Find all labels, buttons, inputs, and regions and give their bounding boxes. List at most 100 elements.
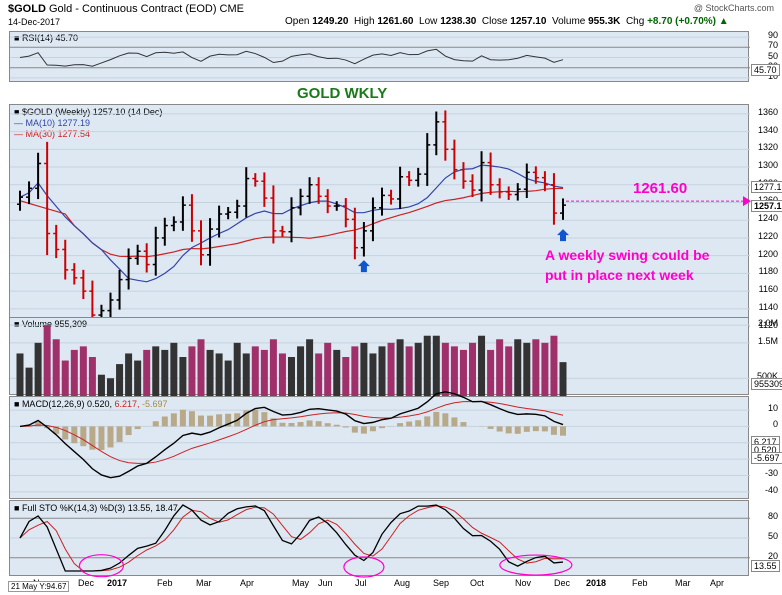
volume-bar xyxy=(224,360,232,396)
volume-bar xyxy=(324,342,332,396)
x-tick-label: 2017 xyxy=(107,578,128,588)
volume-bar xyxy=(34,342,42,396)
macd-hist-bar xyxy=(216,414,223,427)
rsi-panel: ■ RSI(14) 45.70 xyxy=(9,31,750,82)
volume-bar xyxy=(423,335,431,396)
footer-readout: 21 May Y:94.67 xyxy=(8,581,70,592)
rsi-tick: 90 xyxy=(767,30,778,41)
rsi-label: ■ RSI(14) 45.70 xyxy=(14,33,78,43)
macd-hist-bar xyxy=(98,426,105,450)
macd-tick: 0 xyxy=(772,419,778,430)
macd-tick: -30 xyxy=(764,468,778,479)
volume-bar xyxy=(450,346,458,396)
annotation-line2: put in place next week xyxy=(545,267,694,283)
macd-hist-bar xyxy=(252,409,259,427)
volume-bar xyxy=(432,335,440,396)
ohlc-bar xyxy=(369,197,376,242)
macd-hist-bar xyxy=(288,423,295,427)
macd-hist-bar xyxy=(351,426,358,433)
macd-hist-bar xyxy=(243,410,250,427)
ohlc-bar xyxy=(234,199,241,219)
macd-hist-bar xyxy=(116,426,123,443)
volume-tag: 955309 xyxy=(751,378,782,390)
ohlc-bar xyxy=(351,207,358,260)
macd-hist-bar xyxy=(523,426,530,432)
macd-hist-bar xyxy=(161,416,168,427)
price-tick: 1240 xyxy=(757,213,778,224)
macd-hist-bar xyxy=(107,426,114,448)
ohlc-bar xyxy=(252,173,259,187)
volume-bar xyxy=(378,346,386,396)
ohlc-bar xyxy=(469,174,476,197)
ohlc-bar xyxy=(152,226,159,276)
price-tick: 1300 xyxy=(757,160,778,171)
chart-header: $GOLD Gold - Continuous Contract (EOD) C… xyxy=(0,0,782,30)
volume-bar xyxy=(514,339,522,396)
volume-bar xyxy=(469,342,476,396)
ohlc-bar xyxy=(207,218,214,266)
volume-bar xyxy=(496,339,504,396)
macd-hist-bar xyxy=(369,426,376,432)
symbol-title: $GOLD Gold - Continuous Contract (EOD) C… xyxy=(8,3,244,15)
ohlc-bar xyxy=(388,189,395,205)
x-tick-label: Sep xyxy=(433,578,450,588)
macd-hist-bar xyxy=(496,426,503,432)
ohlc-bar xyxy=(560,198,566,220)
highlight-ellipse xyxy=(78,554,125,578)
volume-bar xyxy=(559,362,567,396)
macd-hist-bar xyxy=(532,426,539,432)
chart-title: GOLD WKLY xyxy=(297,85,388,102)
volume-bar xyxy=(360,342,368,396)
price-tick: 1120 xyxy=(758,319,778,330)
ohlc-bar xyxy=(243,167,250,218)
ohlc-summary: Open 1249.20 High 1261.60 Low 1238.30 Cl… xyxy=(285,16,729,27)
ma10-label: — MA(10) 1277.19 xyxy=(14,118,91,128)
volume-plot xyxy=(10,324,750,396)
rsi-tag: 45.70 xyxy=(751,64,780,76)
highlight-ellipse xyxy=(343,556,385,578)
volume-bar xyxy=(134,360,142,396)
macd-hist-bar xyxy=(315,421,322,427)
macd-hist-bar xyxy=(514,426,521,434)
macd-tag: -5.697 xyxy=(751,452,782,464)
rsi-line xyxy=(19,48,564,67)
macd-hist-bar xyxy=(415,420,422,427)
volume-bar xyxy=(170,342,178,396)
macd-hist-bar xyxy=(170,413,177,427)
volume-bar xyxy=(351,346,359,396)
volume-bar xyxy=(369,353,377,396)
macd-hist-bar xyxy=(360,426,367,434)
volume-axis: 2.0M 1.5M 500K xyxy=(749,317,782,395)
macd-hist-bar xyxy=(324,423,331,427)
macd-hist-bar xyxy=(198,415,204,427)
volume-bar xyxy=(260,349,268,396)
volume-bar xyxy=(306,339,314,396)
volume-bar xyxy=(278,353,286,396)
volume-bar xyxy=(523,342,531,396)
sto-tick: 20 xyxy=(767,550,778,561)
ohlc-bar xyxy=(71,263,78,285)
ohlc-bar xyxy=(523,163,530,199)
macd-hist-bar xyxy=(541,426,548,432)
ohlc-bar xyxy=(62,239,69,280)
x-tick-label: Oct xyxy=(470,578,485,588)
volume-bar xyxy=(61,360,69,396)
ohlc-bar xyxy=(406,171,413,186)
macd-hist-bar xyxy=(306,420,313,427)
ohlc-bar xyxy=(134,244,141,265)
price-tick: 1200 xyxy=(757,248,778,259)
ohlc-bar xyxy=(297,188,304,216)
sto-k-line xyxy=(19,504,564,572)
ohlc-bar xyxy=(379,187,385,216)
ohlc-bar xyxy=(360,222,367,257)
x-tick-label: Jun xyxy=(318,578,333,588)
price-label: ■ $GOLD (Weekly) 1257.10 (14 Dec) xyxy=(14,107,163,117)
price-tick: 1140 xyxy=(758,301,778,312)
ohlc-bar xyxy=(17,190,23,211)
price-panel: ■ $GOLD (Weekly) 1257.10 (14 Dec) — MA(1… xyxy=(9,104,751,342)
volume-bar xyxy=(269,339,277,396)
volume-bar xyxy=(333,349,341,396)
macd-hist-bar xyxy=(424,416,431,427)
macd-hist-bar xyxy=(406,421,413,427)
price-tick: 1220 xyxy=(757,230,778,241)
